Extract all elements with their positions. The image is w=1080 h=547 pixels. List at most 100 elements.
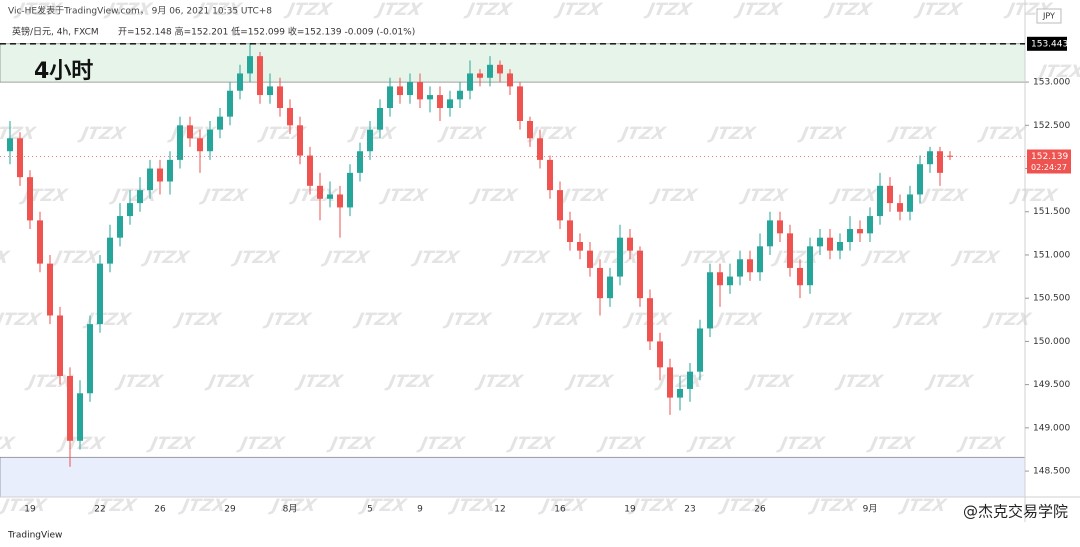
candle-body <box>747 259 753 273</box>
watermark: JTZX <box>172 310 223 330</box>
y-tick-label: 148.500 <box>1033 467 1070 477</box>
candle-body <box>927 151 933 165</box>
watermark: JTZX <box>283 0 334 20</box>
candle-body <box>537 138 543 160</box>
candle-body <box>507 73 513 87</box>
x-tick-label: 8月 <box>283 504 298 515</box>
candle-body <box>677 388 683 398</box>
watermark: JTZX <box>616 124 667 144</box>
candle-body <box>457 90 463 100</box>
watermark: JTZX <box>204 372 255 392</box>
watermark: JTZX <box>897 496 948 516</box>
candle-body <box>787 233 793 268</box>
candle-body <box>57 315 63 376</box>
candle-body <box>247 56 253 74</box>
candle-body <box>297 125 303 156</box>
candle-body <box>607 276 613 299</box>
watermark: JTZX <box>76 124 127 144</box>
watermark: JTZX <box>860 248 911 268</box>
ohlc-legend: 开=152.148 高=152.201 低=152.099 收=152.139 … <box>118 26 415 38</box>
x-tick-label: 16 <box>554 505 566 515</box>
candle-body <box>287 108 293 126</box>
watermark: JTZX <box>537 496 588 516</box>
candle-body <box>107 237 113 264</box>
watermark: JTZX <box>648 186 699 206</box>
candle-body <box>947 155 953 157</box>
candle-body <box>377 108 383 130</box>
watermark: JTZX <box>13 0 64 20</box>
candle-body <box>77 393 83 441</box>
watermark: JTZX <box>87 496 138 516</box>
watermark: JTZX <box>288 186 339 206</box>
candle-body <box>687 371 693 389</box>
candle-body <box>17 138 23 178</box>
watermark: JTZX <box>442 310 493 330</box>
watermark: JTZX <box>378 186 429 206</box>
candle-body <box>797 267 803 286</box>
candle-body <box>27 177 33 221</box>
candle-body <box>587 250 593 268</box>
watermark: JTZX <box>447 496 498 516</box>
watermark: JTZX <box>1035 62 1080 82</box>
candle-body <box>557 190 563 221</box>
watermark: JTZX <box>802 310 853 330</box>
watermark: JTZX <box>744 372 795 392</box>
watermark: JTZX <box>468 186 519 206</box>
zone <box>0 456 1026 498</box>
candle-body <box>267 86 273 96</box>
x-tick-label: 9 <box>417 505 423 515</box>
candle-body <box>367 129 373 152</box>
candle-body <box>727 276 733 286</box>
candle-body <box>487 64 493 78</box>
y-tick-label: 149.500 <box>1033 380 1070 390</box>
candle-body <box>407 82 413 96</box>
y-tick-label: 150.000 <box>1033 337 1070 347</box>
watermark: JTZX <box>146 434 197 454</box>
candle-body <box>817 237 823 247</box>
watermark: JTZX <box>506 434 557 454</box>
candle-body <box>867 216 873 234</box>
watermark: JTZX <box>294 372 345 392</box>
candle-body <box>627 237 633 251</box>
watermark: JTZX <box>1008 186 1059 206</box>
watermark: JTZX <box>352 310 403 330</box>
watermark: JTZX <box>796 124 847 144</box>
candle-body <box>307 155 313 186</box>
candle-body <box>667 367 673 398</box>
watermark: JTZX <box>886 124 937 144</box>
watermark: JTZX <box>262 310 313 330</box>
last-price-label: 152.139 <box>1031 152 1068 162</box>
watermark: JTZX <box>553 0 604 20</box>
candle-body <box>257 56 263 96</box>
watermark: JTZX <box>474 372 525 392</box>
candle-body <box>87 324 93 394</box>
watermark: JTZX <box>686 434 737 454</box>
candle-body <box>117 216 123 238</box>
candle-body <box>207 129 213 152</box>
candle-body <box>37 220 43 264</box>
watermark: JTZX <box>526 124 577 144</box>
candle-body <box>147 168 153 191</box>
candle-body <box>327 194 333 199</box>
watermark: JTZX <box>0 310 43 330</box>
currency: JPY <box>1042 12 1055 21</box>
candle-body <box>567 220 573 242</box>
watermark: JTZX <box>834 372 885 392</box>
watermark: JTZX <box>924 372 975 392</box>
y-tick-label: 153.000 <box>1033 78 1070 88</box>
watermark: JTZX <box>717 496 768 516</box>
symbol: 英镑/日元, 4h, FXCM <box>12 26 99 38</box>
candle-body <box>597 267 603 299</box>
watermark: JTZX <box>712 310 763 330</box>
candle-body <box>197 138 203 152</box>
watermark: JTZX <box>108 186 159 206</box>
watermark: JTZX <box>706 124 757 144</box>
watermark: JTZX <box>823 0 874 20</box>
candle-body <box>807 246 813 286</box>
y-tick-label: 149.000 <box>1033 423 1070 433</box>
watermark: JTZX <box>0 434 17 454</box>
candle-body <box>467 73 473 91</box>
